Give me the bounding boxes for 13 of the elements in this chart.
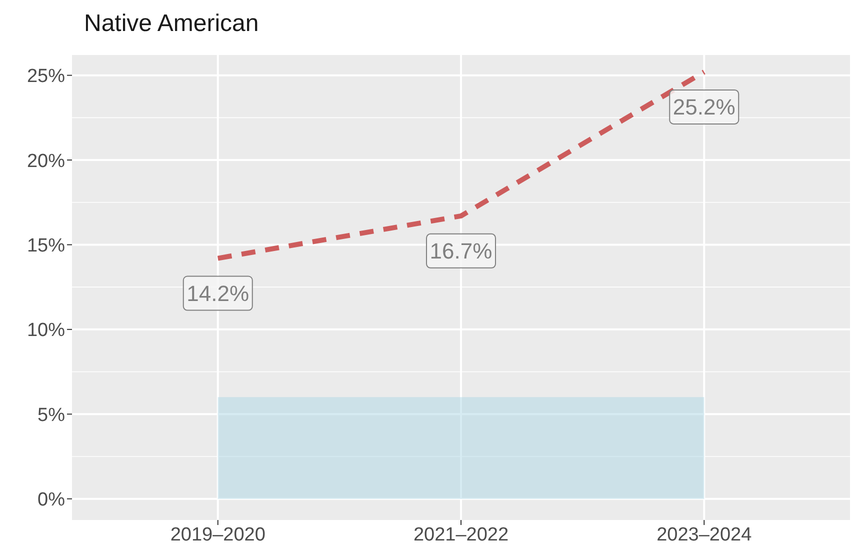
y-tick-label: 25% (26, 66, 66, 88)
y-tick-label: 5% (38, 404, 66, 426)
x-tick-label: 2021–2022 (413, 524, 509, 546)
y-tick-label: 0% (38, 490, 66, 511)
data-label: 25.2% (672, 94, 736, 120)
y-tick-label: 20% (26, 150, 66, 172)
y-tick-label: 15% (26, 235, 66, 256)
x-tick-label: 2023–2024 (656, 524, 752, 546)
y-tick-label: 10% (26, 320, 66, 342)
data-label: 14.2% (186, 280, 250, 306)
chart-title: Native American (84, 10, 259, 38)
x-tick-label: 2019–2020 (170, 524, 266, 546)
data-label: 16.7% (430, 238, 492, 264)
